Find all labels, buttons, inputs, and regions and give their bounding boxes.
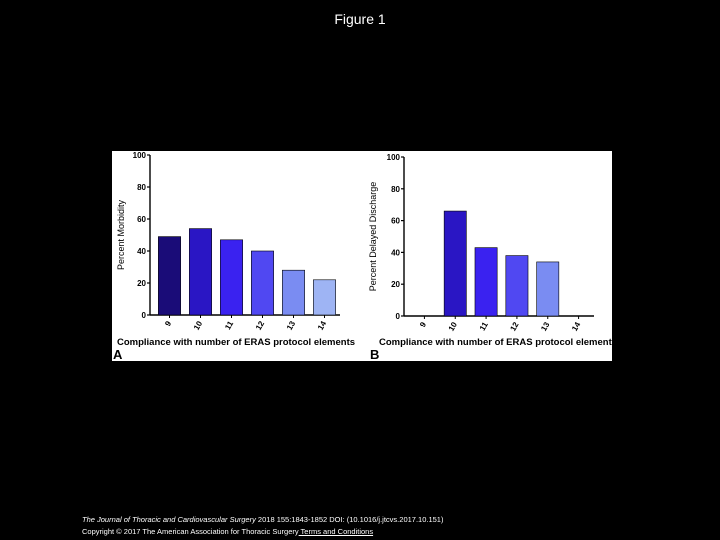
panel-a-bar-14 (313, 279, 336, 316)
panel-b-x-tick-label: 12 (508, 320, 521, 333)
panel-b-x-tick-label: 10 (447, 320, 460, 333)
panel-b-y-tick-label: 60 (391, 217, 400, 226)
panel-b-y-tick-label: 40 (391, 248, 400, 257)
panel-b-y-tick-label: 100 (387, 153, 401, 162)
panel-a-bar-12 (251, 250, 274, 316)
citation-line: The Journal of Thoracic and Cardiovascul… (82, 514, 443, 526)
panel-b-x-axis-title: Compliance with number of ERAS protocol … (379, 337, 612, 348)
panel-a-x-tick-label: 13 (285, 319, 298, 332)
panel-b-bar-13 (536, 261, 560, 317)
panel-a-bar-11 (220, 239, 243, 316)
copyright-text: Copyright © 2017 The American Associatio… (82, 527, 299, 536)
footer: The Journal of Thoracic and Cardiovascul… (82, 514, 443, 538)
journal-name: The Journal of Thoracic and Cardiovascul… (82, 515, 256, 524)
panel-a-bar-9 (158, 236, 181, 316)
panel-b-y-tick-label: 80 (391, 185, 400, 194)
panel-b-x-tick-label: 11 (478, 320, 490, 332)
panel-b-y-axis-title: Percent Delayed Discharge (368, 182, 378, 292)
slide-title: Figure 1 (334, 11, 386, 27)
panel-a-y-tick-label: 60 (137, 215, 146, 224)
panel-a-y-tick-label: 100 (133, 151, 147, 160)
panel-b-panel-letter: B (370, 347, 379, 361)
panel-a-x-axis-title: Compliance with number of ERAS protocol … (117, 337, 355, 348)
panel-a-bar-10 (189, 228, 212, 316)
panel-b-x-tick-label: 13 (539, 320, 552, 333)
panel-a-x-tick-label: 11 (223, 319, 235, 331)
panel-a-y-tick-label: 0 (142, 311, 147, 320)
panel-a-y-tick-label: 40 (137, 247, 146, 256)
copyright-line: Copyright © 2017 The American Associatio… (82, 526, 443, 538)
panel-b-bar-10 (443, 210, 467, 317)
panel-a-x-tick-label: 12 (254, 319, 267, 332)
panel-a-bar-13 (282, 269, 305, 316)
figure-panel: 0 20 40 60 80 100 9 10 11 12 13 14 Percent Morbidity… (112, 151, 612, 361)
panel-b-bar-11 (474, 247, 498, 317)
panel-a-x-tick-label: 14 (316, 319, 329, 332)
panel-b-bar-12 (505, 255, 529, 317)
panel-b-x-tick-label: 9 (418, 320, 428, 329)
panel-a-y-axis-title: Percent Morbidity (116, 199, 126, 270)
panel-a-y-tick-label: 20 (137, 279, 146, 288)
citation-text: 2018 155:1843-1852 DOI: (10.1016/j.jtcvs… (255, 515, 444, 524)
panel-a-panel-letter: A (113, 347, 123, 361)
panel-a-x-tick-label: 10 (192, 319, 205, 332)
panel-b-x-tick-label: 14 (570, 320, 583, 333)
panel-b-y-tick-label: 20 (391, 280, 400, 289)
panel-b-y-tick-label: 0 (396, 312, 401, 321)
panel-a-y-tick-label: 80 (137, 183, 146, 192)
terms-link[interactable]: Terms and Conditions (298, 527, 374, 536)
panel-a-x-tick-label: 9 (163, 319, 173, 328)
